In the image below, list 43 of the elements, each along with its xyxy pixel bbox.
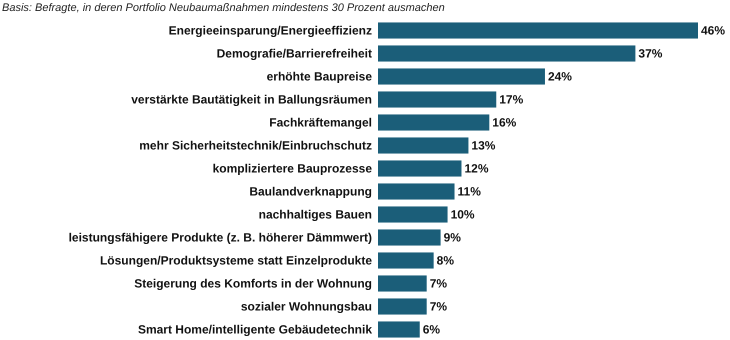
bar: [378, 275, 427, 292]
bar: [378, 137, 468, 154]
data-label: 8%: [436, 254, 454, 268]
y-tick-label: erhöhte Baupreise: [266, 70, 372, 84]
bar: [378, 160, 462, 177]
bar: [378, 91, 496, 108]
bar: [378, 183, 455, 200]
y-tick-label: mehr Sicherheitstechnik/Einbruchschutz: [139, 138, 372, 153]
bar: [378, 252, 434, 269]
y-tick-label: Smart Home/intelligente Gebäudetechnik: [138, 322, 372, 337]
y-tick-label: verstärkte Bautätigkeit in Ballungsräumen: [131, 92, 372, 107]
y-tick-label: leistungsfähigere Produkte (z. B. höherer Dämmwert): [68, 230, 372, 245]
data-label: 24%: [548, 70, 572, 84]
bar: [378, 68, 545, 85]
y-tick-label: Demografie/Barrierefreiheit: [216, 46, 372, 61]
data-label: 46%: [701, 24, 726, 38]
bar: [378, 229, 441, 246]
data-label: 17%: [499, 92, 524, 107]
data-label: 7%: [430, 300, 448, 314]
y-tick-label: Steigerung des Komforts in der Wohnung: [134, 276, 372, 291]
bar: [378, 206, 448, 223]
bar: [378, 45, 636, 62]
y-tick-label: sozialer Wohnungsbau: [240, 300, 372, 314]
y-tick-label: kompliziertere Bauprozesse: [212, 162, 372, 176]
text: Basis: Befragte, in deren Portfolio Neubaumaßnahmen mindestens 30 Prozent ausmachen: [2, 2, 445, 14]
data-label: 11%: [458, 184, 482, 199]
data-label: 12%: [464, 162, 489, 176]
y-tick-label: Baulandverknappung: [249, 184, 372, 199]
data-label: 9%: [444, 230, 462, 245]
y-tick-label: Lösungen/Produktsysteme statt Einzelprodukte: [100, 254, 372, 268]
y-tick-label: Energieeinsparung/Energieeffizienz: [168, 24, 372, 38]
y-tick-label: Fachkräftemangel: [269, 116, 372, 130]
data-label: 10%: [450, 208, 475, 222]
bar: [378, 321, 420, 338]
data-label: 37%: [638, 46, 663, 61]
bar: [378, 22, 698, 39]
y-tick-label: nachhaltiges Bauen: [258, 208, 372, 222]
data-label: 16%: [492, 116, 517, 130]
data-label: 6%: [422, 322, 440, 337]
bar: [378, 298, 427, 315]
bar: [378, 114, 490, 131]
data-label: 13%: [471, 138, 496, 153]
data-label: 7%: [430, 276, 448, 291]
